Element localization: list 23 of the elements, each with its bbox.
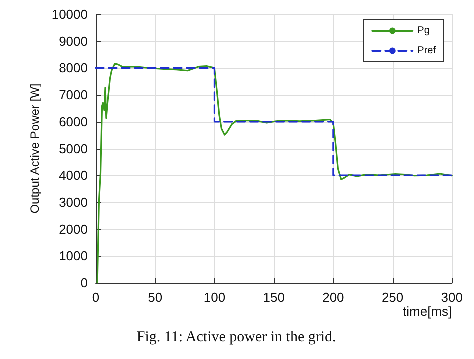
caption: Fig. 11: Active power in the grid. [136, 330, 336, 346]
y-tick-label: 3000 [59, 194, 88, 210]
y-axis-title: Output Active Power [W] [28, 84, 42, 214]
x-tick-label: 0 [92, 290, 100, 305]
x-tick-label: 300 [441, 290, 464, 305]
x-axis-title: time[ms] [403, 304, 452, 319]
x-tick-label: 150 [263, 290, 285, 305]
y-tick-label: 7000 [59, 88, 88, 103]
y-tick-label: 8000 [59, 60, 88, 76]
y-tick-label: 10000 [52, 7, 88, 22]
y-tick-label: 6000 [59, 114, 88, 130]
x-tick-label: 100 [204, 290, 226, 305]
y-tick-label: 4000 [59, 168, 88, 184]
x-tick-label: 200 [322, 290, 344, 305]
x-tick-label: 250 [382, 290, 404, 305]
legend-label: Pref [418, 46, 436, 56]
y-tick-label: 0 [80, 276, 88, 290]
y-tick-label: 2000 [59, 222, 88, 237]
y-tick-label: 1000 [59, 248, 88, 264]
y-tick-label: 5000 [59, 141, 88, 156]
x-tick-label: 50 [148, 290, 163, 305]
legend-label: Pg [418, 26, 430, 36]
y-tick-label: 9000 [59, 34, 88, 49]
